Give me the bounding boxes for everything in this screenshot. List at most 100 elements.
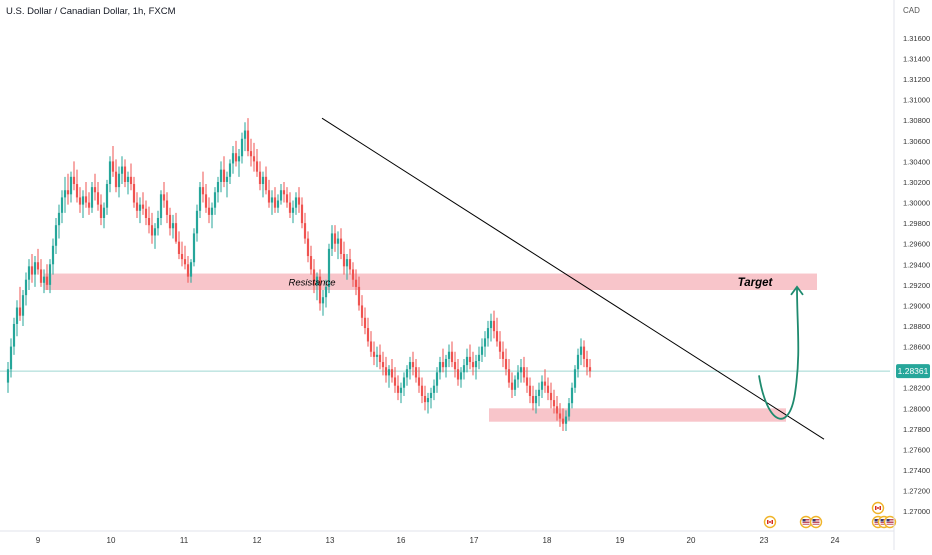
candle-body — [411, 362, 415, 368]
candle — [270, 190, 274, 215]
candle-body — [369, 341, 373, 352]
candle — [573, 365, 577, 393]
candle — [15, 300, 19, 337]
candle — [231, 145, 235, 174]
candle — [315, 272, 319, 301]
candle-body — [150, 225, 154, 236]
x-axis[interactable]: 9 10 11 12 13 16 17 18 19 20 23 24 — [0, 530, 894, 545]
candle-body — [570, 387, 574, 404]
current-price-value: 1.28361 — [898, 366, 929, 376]
candle — [117, 166, 121, 198]
y-tick-label: 1.31400 — [903, 55, 930, 64]
candle-body — [291, 207, 295, 213]
candle — [528, 377, 532, 404]
candle — [213, 187, 217, 215]
candle — [399, 382, 403, 404]
candle-body — [303, 223, 307, 239]
candle — [351, 262, 355, 287]
candle — [408, 356, 412, 380]
candle-body — [231, 153, 235, 164]
candle — [69, 171, 73, 203]
candle-body — [90, 187, 94, 208]
canada-flag-icon[interactable] — [871, 501, 885, 515]
candle-body — [39, 269, 43, 283]
candle-body — [531, 395, 535, 404]
candle — [135, 192, 139, 218]
candle — [168, 207, 172, 236]
candle-body — [228, 163, 232, 177]
candle-body — [465, 356, 469, 366]
candle-body — [132, 184, 136, 203]
candle-body — [435, 372, 439, 386]
candle-body — [396, 385, 400, 393]
candle-body — [45, 276, 49, 285]
candle — [516, 365, 520, 388]
candle — [477, 346, 481, 370]
candle-body — [288, 202, 292, 213]
candle — [33, 256, 37, 287]
y-tick-label: 1.29800 — [903, 219, 930, 228]
candle — [24, 272, 28, 306]
candle — [114, 159, 118, 193]
candle — [579, 338, 583, 366]
candle — [525, 367, 529, 393]
candle — [138, 197, 142, 224]
candle — [402, 372, 406, 396]
y-tick-label: 1.29600 — [903, 240, 930, 249]
candle-body — [177, 241, 181, 254]
candle — [288, 192, 292, 218]
candle — [492, 310, 496, 339]
x-tick-label: 20 — [687, 536, 696, 545]
candle — [543, 369, 547, 393]
candle-body — [255, 161, 259, 172]
candle-body — [162, 194, 166, 201]
y-axis[interactable]: 1.27000 1.27200 1.27400 1.27600 1.27800 1.280… — [893, 0, 930, 550]
candle-body — [354, 279, 358, 287]
candle — [450, 341, 454, 368]
candle-body — [282, 190, 286, 195]
candle — [90, 181, 94, 213]
candle — [330, 225, 334, 257]
canada-flag-icon[interactable] — [763, 515, 777, 529]
candle-body — [270, 197, 274, 203]
candle-body — [234, 153, 238, 162]
projection-arrow[interactable] — [758, 286, 800, 420]
candle-body — [393, 377, 397, 386]
candle-body — [96, 192, 100, 205]
trendline[interactable] — [321, 117, 825, 440]
candle-body — [348, 259, 352, 270]
x-tick-label: 10 — [107, 536, 116, 545]
us-flag-icon[interactable] — [883, 515, 897, 529]
candle-body — [453, 362, 457, 370]
candle-body — [528, 385, 532, 396]
candle-body — [576, 354, 580, 370]
candle-body — [84, 196, 88, 203]
x-tick-label: 19 — [616, 536, 625, 545]
candle-body — [120, 166, 124, 174]
candle-body — [276, 200, 280, 208]
candle — [27, 259, 31, 291]
candle-body — [207, 207, 211, 215]
candle-body — [306, 238, 310, 257]
candle-body — [201, 187, 205, 195]
candle — [192, 228, 196, 267]
candle — [30, 253, 34, 283]
candle-body — [573, 369, 577, 388]
candle — [252, 142, 256, 172]
candle-body — [267, 190, 271, 203]
candle — [471, 351, 475, 376]
candle — [72, 161, 76, 191]
candle — [396, 375, 400, 401]
candle-body — [510, 382, 514, 390]
candle — [462, 358, 466, 380]
candle — [180, 241, 184, 267]
candle — [441, 348, 445, 373]
candle-body — [489, 320, 493, 329]
candle-body — [477, 354, 481, 361]
candle-body — [33, 262, 37, 275]
us-flag-icon[interactable] — [809, 515, 823, 529]
candle — [105, 179, 109, 215]
candle — [438, 356, 442, 380]
